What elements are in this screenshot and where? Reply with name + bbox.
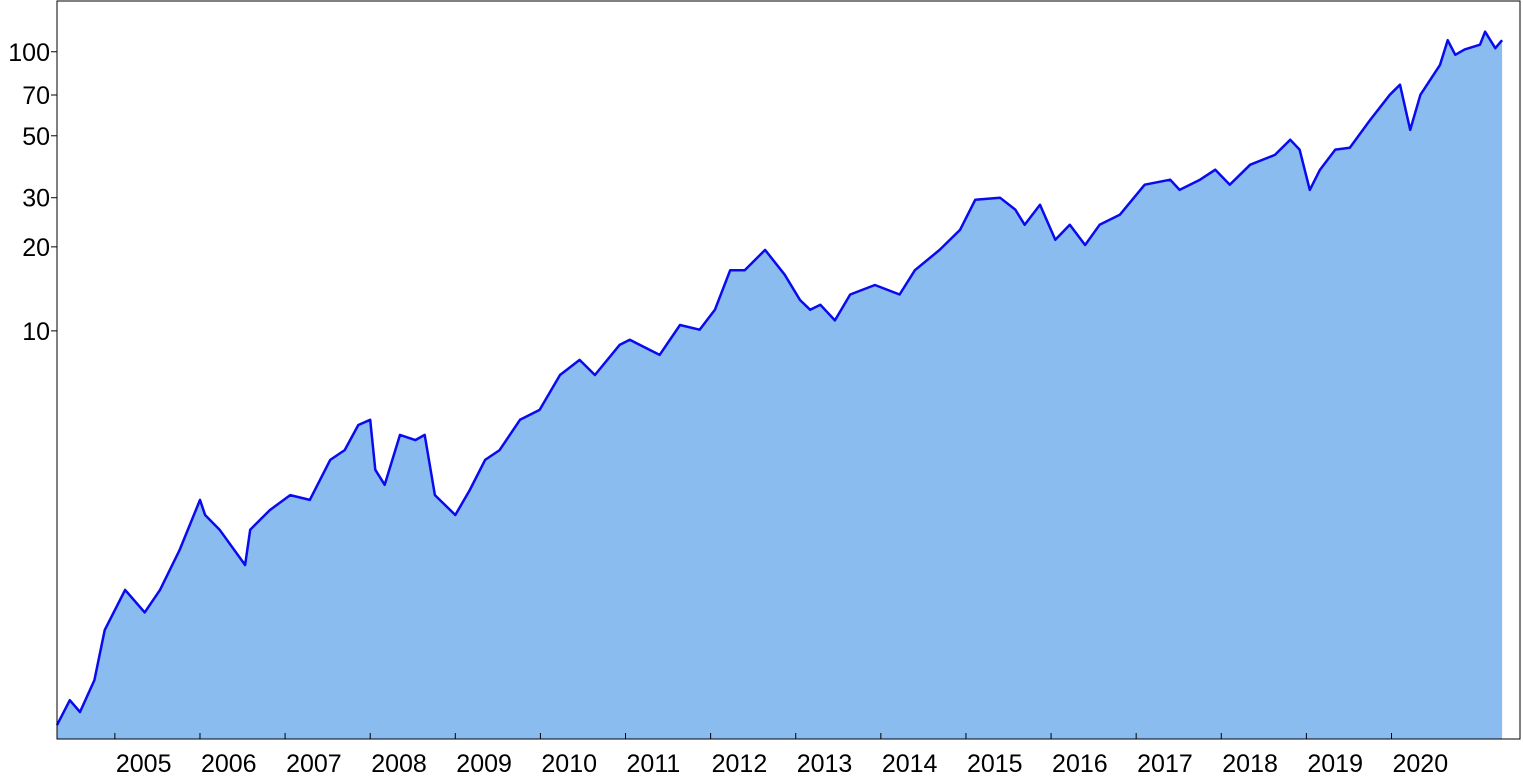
plot-frame	[56, 0, 1521, 740]
y-tick-label: 10	[22, 318, 50, 346]
x-tick-label: 2009	[456, 750, 512, 778]
x-tick-label: 2013	[797, 750, 853, 778]
x-tick-label: 2015	[967, 750, 1023, 778]
x-tick-label: 2016	[1052, 750, 1108, 778]
area-fill	[57, 31, 1503, 739]
y-tick-label: 100	[8, 39, 50, 67]
x-tick-label: 2007	[286, 750, 342, 778]
x-tick-label: 2005	[116, 750, 172, 778]
x-tick-label: 2011	[627, 750, 681, 778]
line	[55, 30, 1504, 726]
x-tick-label: 2020	[1392, 750, 1448, 778]
y-tick-label: 30	[22, 185, 50, 213]
x-tick-label: 2012	[712, 750, 768, 778]
x-tick-label: 2017	[1137, 750, 1193, 778]
x-tick-label: 2014	[882, 750, 938, 778]
y-tick-label: 70	[22, 82, 50, 110]
y-tick-label: 50	[22, 123, 50, 151]
x-tick-label: 2010	[541, 750, 597, 778]
x-tick-label: 2008	[371, 750, 427, 778]
x-tick-label: 2019	[1307, 750, 1363, 778]
x-tick-label: 2006	[201, 750, 257, 778]
y-tick-label: 20	[22, 234, 50, 262]
x-tick-label: 2018	[1222, 750, 1278, 778]
